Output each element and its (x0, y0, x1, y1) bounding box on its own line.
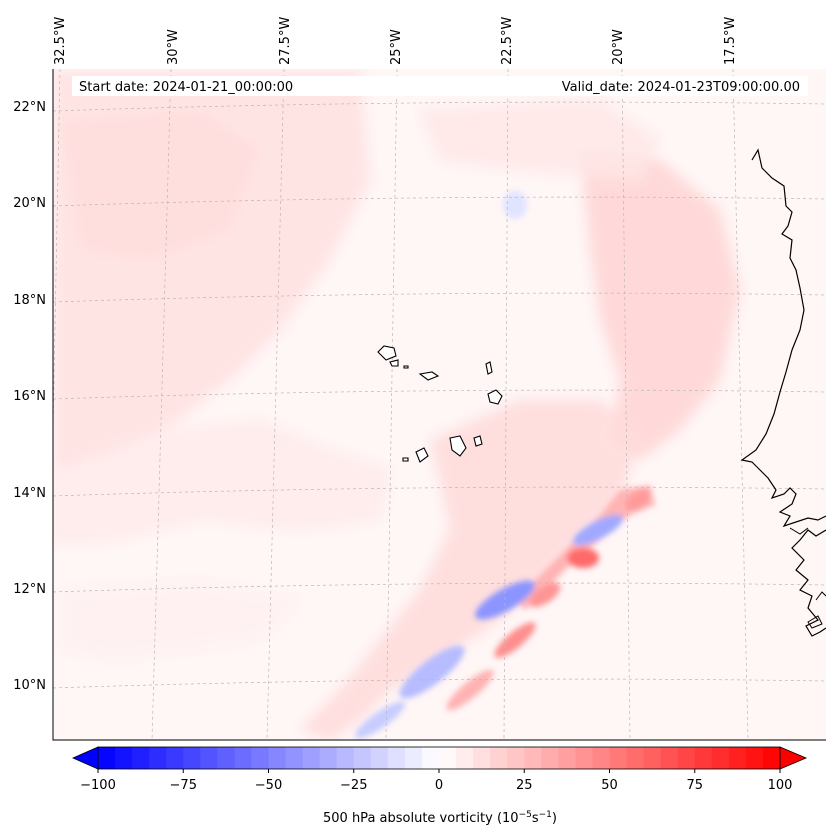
colorbar-segment (643, 747, 662, 769)
colorbar-segment (677, 747, 696, 769)
valid-date-label: Valid_date: 2024-01-23T09:00:00.00 (562, 80, 800, 95)
colorbar-segment (200, 747, 218, 769)
colorbar-segment (268, 747, 287, 769)
colorbar-segment (694, 747, 713, 769)
colorbar-segment (404, 747, 423, 769)
colorbar-segment (98, 747, 116, 769)
colorbar-segment (421, 747, 440, 769)
negative-vorticity-core (572, 514, 624, 546)
colorbar-tick-label: 25 (516, 778, 533, 793)
colorbar-segment (473, 747, 491, 769)
lat-label: 12°N (13, 582, 46, 597)
vorticity-region (60, 110, 260, 260)
colorbar-tick-label: 50 (601, 778, 618, 793)
colorbar-tick-label: −100 (80, 778, 116, 793)
negative-vorticity-core (399, 645, 465, 699)
colorbar-segment (132, 747, 150, 769)
colorbar-ticks: −100 −75 −50 −25 0 25 50 75 100 (80, 769, 792, 793)
colorbar-label: 500 hPa absolute vorticity (10−5s−1) (323, 810, 557, 826)
map-axes (52, 69, 826, 741)
colorbar-segment (251, 747, 269, 769)
lat-label: 20°N (13, 196, 46, 211)
colorbar-segment (302, 747, 321, 769)
vorticity-region (60, 580, 300, 660)
colorbar-segment (234, 747, 252, 769)
colorbar-segment (575, 747, 593, 769)
negative-vorticity-core (355, 701, 405, 739)
negative-vorticity-core (503, 191, 527, 219)
colorbar-segment (285, 747, 304, 769)
positive-vorticity-core (529, 582, 561, 608)
colorbar-tick-label: −25 (340, 778, 367, 793)
colorbar-min-extend (72, 746, 99, 770)
colorbar-segment (370, 747, 389, 769)
positive-vorticity-core (494, 622, 536, 658)
positive-vorticity-streak (446, 669, 494, 711)
header-box (72, 76, 808, 96)
colorbar-tick-label: −50 (255, 778, 282, 793)
lat-label: 10°N (13, 678, 46, 693)
colorbar-segment (558, 747, 576, 769)
colorbar-segment (711, 747, 730, 769)
cape-verde-islands (377, 345, 503, 463)
vorticity-region (300, 400, 640, 740)
lat-label: 18°N (13, 293, 46, 308)
colorbar-segment (353, 747, 372, 769)
colorbar-segment (660, 747, 679, 769)
negative-vorticity-core (475, 580, 535, 620)
colorbar-segment (592, 747, 610, 769)
lat-label: 22°N (13, 100, 46, 115)
colorbar-segment (456, 747, 474, 769)
vorticity-region (580, 150, 740, 460)
vorticity-region (53, 420, 390, 545)
lon-label: 25°W (389, 29, 404, 65)
colorbar-tick-label: 75 (686, 778, 703, 793)
lon-label: 30°W (166, 29, 181, 65)
colorbar-segment (541, 747, 559, 769)
map-panel: Start date: 2024-01-21_00:00:00 Valid_da… (53, 69, 826, 740)
vorticity-field (53, 70, 740, 740)
start-date-label: Start date: 2024-01-21_00:00:00 (79, 80, 293, 95)
lon-label: 22.5°W (500, 17, 515, 65)
positive-vorticity-core (567, 548, 599, 568)
colorbar-segments (98, 747, 781, 769)
colorbar-segment (490, 747, 508, 769)
lat-label: 16°N (13, 389, 46, 404)
lat-label: 14°N (13, 486, 46, 501)
colorbar-segment (762, 747, 781, 769)
latitude-labels: 22°N 20°N 18°N 16°N 14°N 12°N 10°N (13, 100, 46, 693)
lon-label: 20°W (611, 29, 626, 65)
colorbar-segment (166, 747, 184, 769)
graticule (53, 69, 826, 740)
vorticity-region (420, 100, 660, 180)
colorbar-tick-label: 100 (768, 778, 793, 793)
lon-label: 27.5°W (278, 17, 293, 65)
colorbar-tick-label: 0 (435, 778, 443, 793)
colorbar-segment (183, 747, 201, 769)
colorbar-segment (626, 747, 645, 769)
colorbar-tick-label: −75 (170, 778, 197, 793)
colorbar-segment (115, 747, 133, 769)
colorbar-segment (507, 747, 525, 769)
colorbar-segment (439, 747, 457, 769)
colorbar-segment (524, 747, 542, 769)
lon-label: 17.5°W (723, 17, 738, 65)
colorbar-segment (319, 747, 338, 769)
colorbar-max-extend (779, 746, 808, 770)
lon-label: 32.5°W (53, 17, 68, 65)
colorbar-segment (149, 747, 167, 769)
africa-coastline (740, 148, 826, 637)
vorticity-band (355, 191, 655, 739)
coast-detail (789, 527, 826, 629)
longitude-labels: 32.5°W 30°W 27.5°W 25°W 22.5°W 20°W 17.5… (53, 17, 738, 65)
colorbar-segment (387, 747, 406, 769)
positive-vorticity-core (625, 489, 651, 511)
colorbar-segment (336, 747, 355, 769)
colorbar-segment (728, 747, 747, 769)
colorbar-segment (745, 747, 764, 769)
colorbar: −100 −75 −50 −25 0 25 50 75 100 500 hPa absolute… (72, 746, 808, 826)
colorbar-segment (217, 747, 235, 769)
colorbar-segment (609, 747, 628, 769)
